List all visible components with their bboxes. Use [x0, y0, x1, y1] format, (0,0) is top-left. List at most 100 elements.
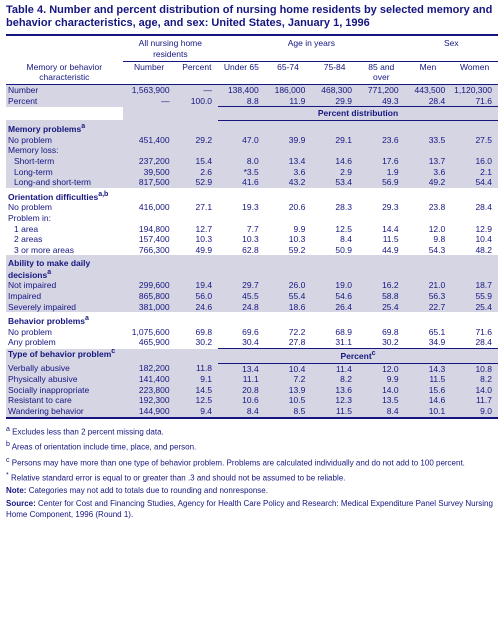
cell: 10.3 — [176, 234, 218, 245]
cell — [176, 213, 218, 224]
row-label: No problem — [6, 327, 123, 338]
cell: 56.9 — [358, 177, 405, 188]
footnotes: a Excludes less than 2 percent missing d… — [6, 425, 498, 521]
cell: 141,400 — [123, 374, 176, 385]
memory-row-1: Memory loss: — [6, 145, 498, 156]
cell: 8.5 — [265, 406, 312, 418]
cell: 11.1 — [218, 374, 265, 385]
cell: 14.0 — [451, 385, 498, 396]
cell: 19.0 — [311, 280, 358, 291]
footnote-c: c Persons may have more than one type of… — [6, 456, 498, 469]
cell: 34.9 — [405, 337, 452, 348]
cell: — — [176, 84, 218, 95]
col-85over: 85 and over — [358, 61, 405, 84]
type-row-4: Wandering behavior144,9009.48.48.511.58.… — [6, 406, 498, 418]
cell: 31.1 — [311, 337, 358, 348]
cell: 144,900 — [123, 406, 176, 418]
cell: 25.4 — [451, 302, 498, 313]
cell: 2.6 — [176, 167, 218, 178]
cell: 50.9 — [311, 245, 358, 256]
cell: 65.1 — [405, 327, 452, 338]
cell: 14.3 — [405, 363, 452, 374]
cell: 13.4 — [218, 363, 265, 374]
cell: 58.8 — [358, 291, 405, 302]
cell: 30.4 — [218, 337, 265, 348]
cell: 69.8 — [358, 327, 405, 338]
cell: 223,800 — [123, 385, 176, 396]
cell: 29.7 — [218, 280, 265, 291]
cell: 12.0 — [358, 363, 405, 374]
cell — [451, 213, 498, 224]
cell: 16.2 — [358, 280, 405, 291]
footnote-a: a Excludes less than 2 percent missing d… — [6, 425, 498, 438]
table-title: Table 4. Number and percent distribution… — [6, 4, 498, 30]
cell: 28.4 — [451, 202, 498, 213]
header-age: Age in years — [218, 35, 405, 61]
cell — [311, 145, 358, 156]
row-label: Severely impaired — [6, 302, 123, 313]
band-percent: Type of behavior problemc Percentc — [6, 349, 498, 363]
cell: 52.9 — [176, 177, 218, 188]
row-label: Impaired — [6, 291, 123, 302]
cell — [358, 213, 405, 224]
source: Source: Center for Cost and Financing St… — [6, 499, 498, 521]
cell: 39.9 — [265, 135, 312, 146]
cell: 62.8 — [218, 245, 265, 256]
cell: 443,500 — [405, 84, 452, 95]
section-label: Orientation difficultiesa,b — [6, 188, 123, 202]
summary-row-0: Number1,563,900—138,400186,000468,300771… — [6, 84, 498, 95]
cell: 3.6 — [405, 167, 452, 178]
col-65-74: 65-74 — [265, 61, 312, 84]
cell: 49.2 — [405, 177, 452, 188]
cell: 29.3 — [358, 202, 405, 213]
row-label: Percent — [6, 96, 123, 107]
cell: 14.5 — [176, 385, 218, 396]
cell: 10.8 — [451, 363, 498, 374]
cell: 26.0 — [265, 280, 312, 291]
orient-row-2: 1 area194,80012.77.79.912.514.412.012.9 — [6, 224, 498, 235]
row-label: No problem — [6, 202, 123, 213]
cell: 237,200 — [123, 156, 176, 167]
cell: 138,400 — [218, 84, 265, 95]
section-orientation: Orientation difficultiesa,b — [6, 188, 498, 202]
memory-row-0: No problem451,40029.247.039.929.123.633.… — [6, 135, 498, 146]
orient-row-4: 3 or more areas766,30049.962.859.250.944… — [6, 245, 498, 256]
cell: 13.9 — [265, 385, 312, 396]
cell: 68.9 — [311, 327, 358, 338]
cell: 11.5 — [358, 234, 405, 245]
row-label: Verbally abusive — [6, 363, 123, 374]
cell: 7.7 — [218, 224, 265, 235]
footnote-b: b Areas of orientation include time, pla… — [6, 440, 498, 453]
cell: 11.7 — [451, 395, 498, 406]
type-row-1: Physically abusive141,4009.111.17.28.29.… — [6, 374, 498, 385]
cell: 451,400 — [123, 135, 176, 146]
cell: 19.4 — [176, 280, 218, 291]
cell: 53.4 — [311, 177, 358, 188]
cell: 33.5 — [405, 135, 452, 146]
cell: 11.9 — [265, 96, 312, 107]
cell: 8.0 — [218, 156, 265, 167]
cell — [218, 145, 265, 156]
cell: 3.6 — [265, 167, 312, 178]
cell — [176, 145, 218, 156]
row-label: Wandering behavior — [6, 406, 123, 418]
cell: 28.4 — [405, 96, 452, 107]
cell: 21.0 — [405, 280, 452, 291]
cell: 14.6 — [311, 156, 358, 167]
cell: 15.6 — [405, 385, 452, 396]
row-label: Long-and short-term — [6, 177, 123, 188]
cell: 54.6 — [311, 291, 358, 302]
cell: 10.4 — [451, 234, 498, 245]
col-women: Women — [451, 61, 498, 84]
cell: 465,900 — [123, 337, 176, 348]
type-row-2: Socially inappropriate223,80014.520.813.… — [6, 385, 498, 396]
cell: 1,120,300 — [451, 84, 498, 95]
cell: 10.5 — [265, 395, 312, 406]
cell — [311, 213, 358, 224]
cell: 30.2 — [358, 337, 405, 348]
section-label: Behavior problemsa — [6, 312, 123, 326]
memory-row-4: Long-and short-term817,50052.941.643.253… — [6, 177, 498, 188]
cell: 10.6 — [218, 395, 265, 406]
cell: 15.4 — [176, 156, 218, 167]
cell: 28.3 — [311, 202, 358, 213]
